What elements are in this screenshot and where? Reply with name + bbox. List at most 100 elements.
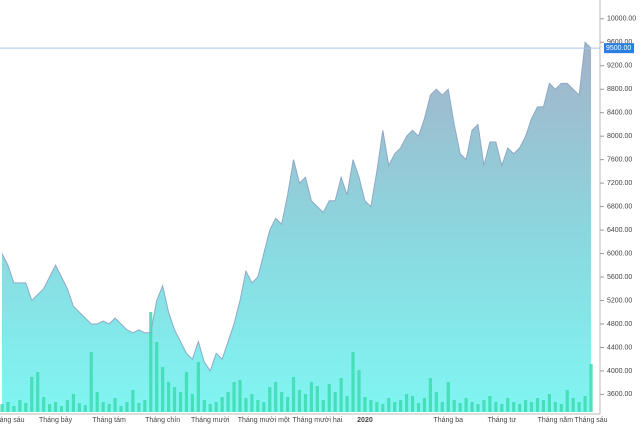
volume-bar (71, 394, 75, 412)
volume-bar (399, 400, 403, 412)
volume-bar (12, 406, 16, 412)
y-tick-label: 3600.00 (607, 391, 632, 398)
volume-bar (446, 382, 450, 412)
x-tick-label: Tháng bảy (39, 417, 73, 424)
volume-bar (565, 390, 569, 412)
volume-bar (458, 403, 462, 412)
volume-bar (36, 372, 40, 412)
y-tick-label: 9200.00 (607, 63, 632, 70)
volume-bar (470, 402, 474, 412)
volume-bar (262, 402, 266, 412)
y-tick-label: 5200.00 (607, 297, 632, 304)
volume-bar (131, 390, 135, 412)
y-tick-label: 9600.00 (607, 39, 632, 46)
volume-bar (571, 398, 575, 412)
volume-bar (226, 392, 230, 412)
volume-bar (291, 377, 296, 412)
volume-bar (250, 394, 254, 412)
price-line (1, 41, 592, 373)
volume-bar (113, 398, 117, 412)
volume-bar (95, 392, 99, 412)
volume-bar (196, 362, 200, 412)
y-tick-label: 8000.00 (607, 133, 632, 140)
y-tick-label: 4800.00 (607, 321, 632, 328)
volume-bar (18, 400, 22, 412)
x-tick-label: Tháng sáu (0, 417, 25, 424)
volume-bar (506, 398, 510, 412)
volume-bar (500, 404, 504, 412)
volume-bar (149, 312, 153, 412)
volume-bar (541, 400, 546, 412)
volume-bar (547, 394, 551, 412)
x-tick-label: Tháng mười một (238, 417, 290, 424)
volume-bar (345, 396, 349, 412)
volume-bar (107, 404, 111, 412)
volume-bar (583, 396, 587, 412)
x-tick-label: Tháng mười (191, 417, 230, 424)
last-price-box (604, 43, 634, 54)
volume-bar (244, 398, 248, 412)
volume-bar (274, 382, 278, 412)
volume-bar (119, 406, 123, 412)
volume-bar (589, 364, 593, 412)
volume-bar (89, 352, 93, 412)
x-tick-label: Tháng tám (92, 417, 126, 424)
volume-bar (286, 397, 290, 412)
y-tick-label: 8400.00 (607, 110, 632, 117)
volume-bar (375, 402, 379, 412)
x-tick-label: Tháng sáu (575, 417, 608, 424)
volume-bar (535, 398, 540, 412)
volume-bar (77, 403, 81, 412)
y-tick-label: 4000.00 (607, 368, 632, 375)
y-tick-label: 6800.00 (607, 203, 632, 210)
volume-bar (280, 392, 284, 412)
volume-bar (167, 382, 171, 412)
y-tick-label: 4400.00 (607, 344, 632, 351)
volume-bar (488, 396, 492, 412)
volume-bar (24, 403, 28, 412)
y-tick-label: 8800.00 (607, 86, 632, 93)
volume-bar (137, 403, 141, 412)
volume-bar (208, 404, 212, 412)
volume-bar (393, 402, 397, 412)
volume-bar (256, 400, 260, 412)
volume-bar (184, 372, 189, 412)
volume-bar (553, 402, 557, 412)
volume-bar (143, 400, 147, 412)
volume-bar (190, 394, 194, 412)
volume-bar (410, 396, 415, 412)
volume-bar (0, 404, 4, 412)
volume-bar (416, 403, 421, 412)
x-tick-label: Tháng chín (145, 417, 180, 424)
volume-bar (405, 394, 409, 412)
volume-bar (6, 402, 10, 412)
volume-bar (363, 397, 367, 412)
volume-bar (65, 400, 70, 412)
volume-bar (494, 402, 498, 412)
volume-bar (387, 398, 391, 412)
volume-bar (476, 404, 480, 412)
volume-bar (321, 400, 325, 412)
volume-bar (309, 382, 313, 412)
volume-bar (339, 378, 343, 412)
last-price-label: 9500.00 (606, 45, 631, 52)
volume-bar (512, 402, 516, 412)
x-tick-label: Tháng ba (433, 417, 463, 424)
volume-bar (172, 387, 177, 412)
volume-bar (422, 398, 427, 412)
volume-bar (83, 405, 87, 412)
y-tick-label: 7200.00 (607, 180, 632, 187)
volume-bar (529, 402, 534, 412)
volume-bar (297, 390, 302, 412)
x-tick-label: Tháng mười hai (292, 417, 342, 424)
volume-bar (53, 402, 58, 412)
x-tick-label: Tháng tư (488, 417, 517, 424)
price-area (2, 42, 592, 412)
volume-bar (161, 367, 165, 412)
volume-bar (369, 400, 373, 412)
volume-bar (303, 394, 308, 412)
volume-bar (440, 402, 444, 412)
volume-bar (238, 380, 242, 412)
x-tick-label: Tháng năm (538, 417, 574, 424)
volume-bar (333, 392, 337, 412)
